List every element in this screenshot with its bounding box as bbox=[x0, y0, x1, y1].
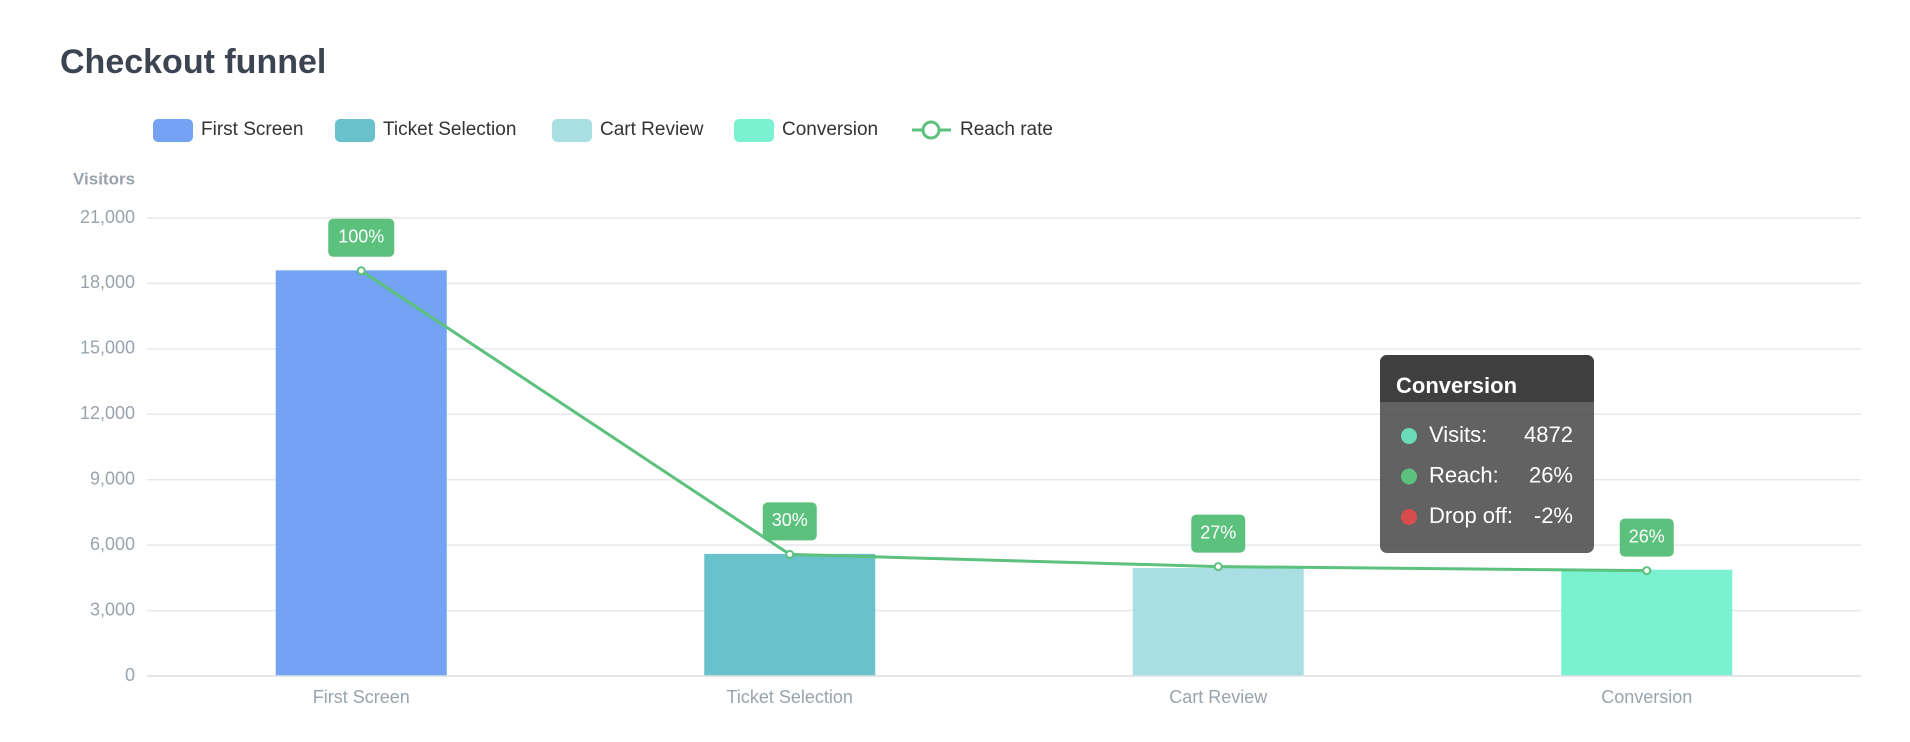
y-axis-label: Visitors bbox=[73, 169, 135, 188]
x-tick-label: Conversion bbox=[1601, 687, 1692, 707]
y-tick-label: 6,000 bbox=[90, 534, 135, 554]
legend: First Screen Ticket Selection Cart Review C… bbox=[153, 119, 1053, 142]
y-tick-label: 18,000 bbox=[80, 272, 135, 292]
tooltip-dot bbox=[1401, 468, 1417, 485]
y-tick-label: 3,000 bbox=[90, 599, 135, 619]
legend-label: Reach rate bbox=[960, 119, 1053, 140]
legend-marker bbox=[921, 120, 941, 140]
y-tick-label: 9,000 bbox=[90, 468, 135, 488]
tooltip-value: 4872 bbox=[1524, 422, 1573, 447]
legend-label: First Screen bbox=[201, 119, 303, 140]
y-tick-label: 12,000 bbox=[80, 403, 135, 423]
legend-swatch bbox=[552, 119, 592, 142]
legend-swatch bbox=[335, 119, 375, 142]
legend-label: Cart Review bbox=[600, 119, 704, 140]
tooltip-value: -2% bbox=[1534, 503, 1573, 528]
tooltip-value: 26% bbox=[1529, 462, 1573, 487]
legend-label: Conversion bbox=[782, 119, 878, 140]
reach-point bbox=[785, 549, 795, 559]
bar bbox=[704, 553, 876, 676]
data-label: 27% bbox=[1200, 522, 1236, 542]
legend-label: Ticket Selection bbox=[383, 119, 516, 140]
data-label-box bbox=[762, 502, 817, 541]
x-tick-label: Ticket Selection bbox=[727, 687, 853, 707]
x-tick-label: Cart Review bbox=[1169, 687, 1268, 707]
legend-swatch bbox=[734, 119, 774, 142]
bar bbox=[1132, 568, 1304, 676]
data-label: 100% bbox=[338, 226, 384, 246]
y-tick-label: 15,000 bbox=[80, 338, 135, 358]
y-tick-label: 0 bbox=[125, 665, 135, 685]
data-label-box bbox=[1619, 518, 1674, 557]
legend-swatch bbox=[153, 119, 193, 142]
tooltip-label: Drop off: bbox=[1429, 503, 1513, 528]
reach-line bbox=[360, 269, 1647, 573]
tooltip-dot bbox=[1401, 509, 1417, 525]
data-label: 30% bbox=[772, 510, 808, 530]
bar bbox=[275, 270, 447, 676]
reach-point bbox=[356, 266, 366, 276]
tooltip-title: Conversion bbox=[1396, 373, 1517, 398]
reach-point bbox=[1213, 562, 1223, 572]
bar bbox=[1561, 569, 1733, 676]
data-label-box bbox=[1191, 514, 1246, 553]
y-tick-label: 21,000 bbox=[80, 207, 135, 227]
x-tick-label: First Screen bbox=[313, 687, 410, 707]
tooltip: Conversion Visits: 4872 Reach: 26% Drop off: -… bbox=[1380, 355, 1594, 553]
tooltip-header bbox=[1380, 355, 1594, 402]
reach-point bbox=[1642, 566, 1652, 576]
data-label-box bbox=[328, 218, 395, 257]
tooltip-label: Reach: bbox=[1429, 462, 1499, 487]
tooltip-dot bbox=[1401, 428, 1417, 444]
chart-title: Checkout funnel bbox=[60, 43, 326, 81]
tooltip-label: Visits: bbox=[1429, 422, 1487, 447]
data-label: 26% bbox=[1629, 526, 1665, 546]
tooltip-box bbox=[1380, 355, 1594, 553]
